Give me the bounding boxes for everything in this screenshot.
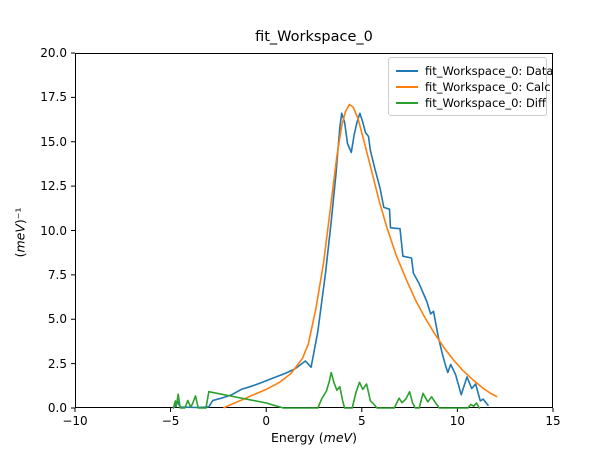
y-tick-label: 17.5 <box>40 90 67 105</box>
series-line-data <box>173 112 489 409</box>
legend-label: fit_Workspace_0: Calc <box>425 80 551 94</box>
legend: fit_Workspace_0: Data fit_Workspace_0: Ca… <box>388 57 553 116</box>
y-axis-label: (meV)⁻¹ <box>13 168 30 298</box>
y-tick-label: 0.0 <box>47 401 67 415</box>
legend-item: fit_Workspace_0: Data <box>396 63 553 79</box>
legend-line-swatch <box>396 70 418 72</box>
x-tick-label: −5 <box>161 414 180 428</box>
y-tick-label: 20.0 <box>40 46 67 60</box>
y-tick-label: 5.0 <box>47 312 67 327</box>
x-tick-label: 5 <box>357 414 366 428</box>
y-tick-label: 15.0 <box>40 134 67 149</box>
y-tick-label: 10.0 <box>40 223 67 238</box>
chart-title: fit_Workspace_0 <box>255 29 373 45</box>
series-line-diff <box>172 371 481 409</box>
x-tick-label: 15 <box>545 414 561 428</box>
legend-label: fit_Workspace_0: Diff <box>425 96 546 110</box>
y-axis-label-suffix: )⁻¹ <box>12 207 28 225</box>
x-tick-label: 0 <box>262 414 271 428</box>
x-axis-label: Energy (meV) <box>75 430 553 445</box>
legend-label: fit_Workspace_0: Data <box>425 64 554 78</box>
legend-line-swatch <box>396 86 418 88</box>
legend-line-swatch <box>396 102 418 104</box>
x-axis-label-suffix: ) <box>352 430 357 445</box>
y-axis-label-prefix: ( <box>12 252 28 258</box>
legend-item: fit_Workspace_0: Diff <box>396 95 546 111</box>
y-tick-label: 2.5 <box>47 356 67 371</box>
series-line-calc <box>223 103 498 409</box>
x-axis-label-prefix: Energy ( <box>271 430 324 445</box>
x-tick-label: −10 <box>62 414 88 428</box>
legend-item: fit_Workspace_0: Calc <box>396 79 551 95</box>
x-axis-label-unit: meV <box>323 430 353 445</box>
y-axis-label-unit: meV <box>12 224 28 253</box>
x-tick-label: 10 <box>449 414 466 428</box>
y-tick-label: 12.5 <box>40 179 67 194</box>
y-tick-label: 7.5 <box>47 267 67 282</box>
